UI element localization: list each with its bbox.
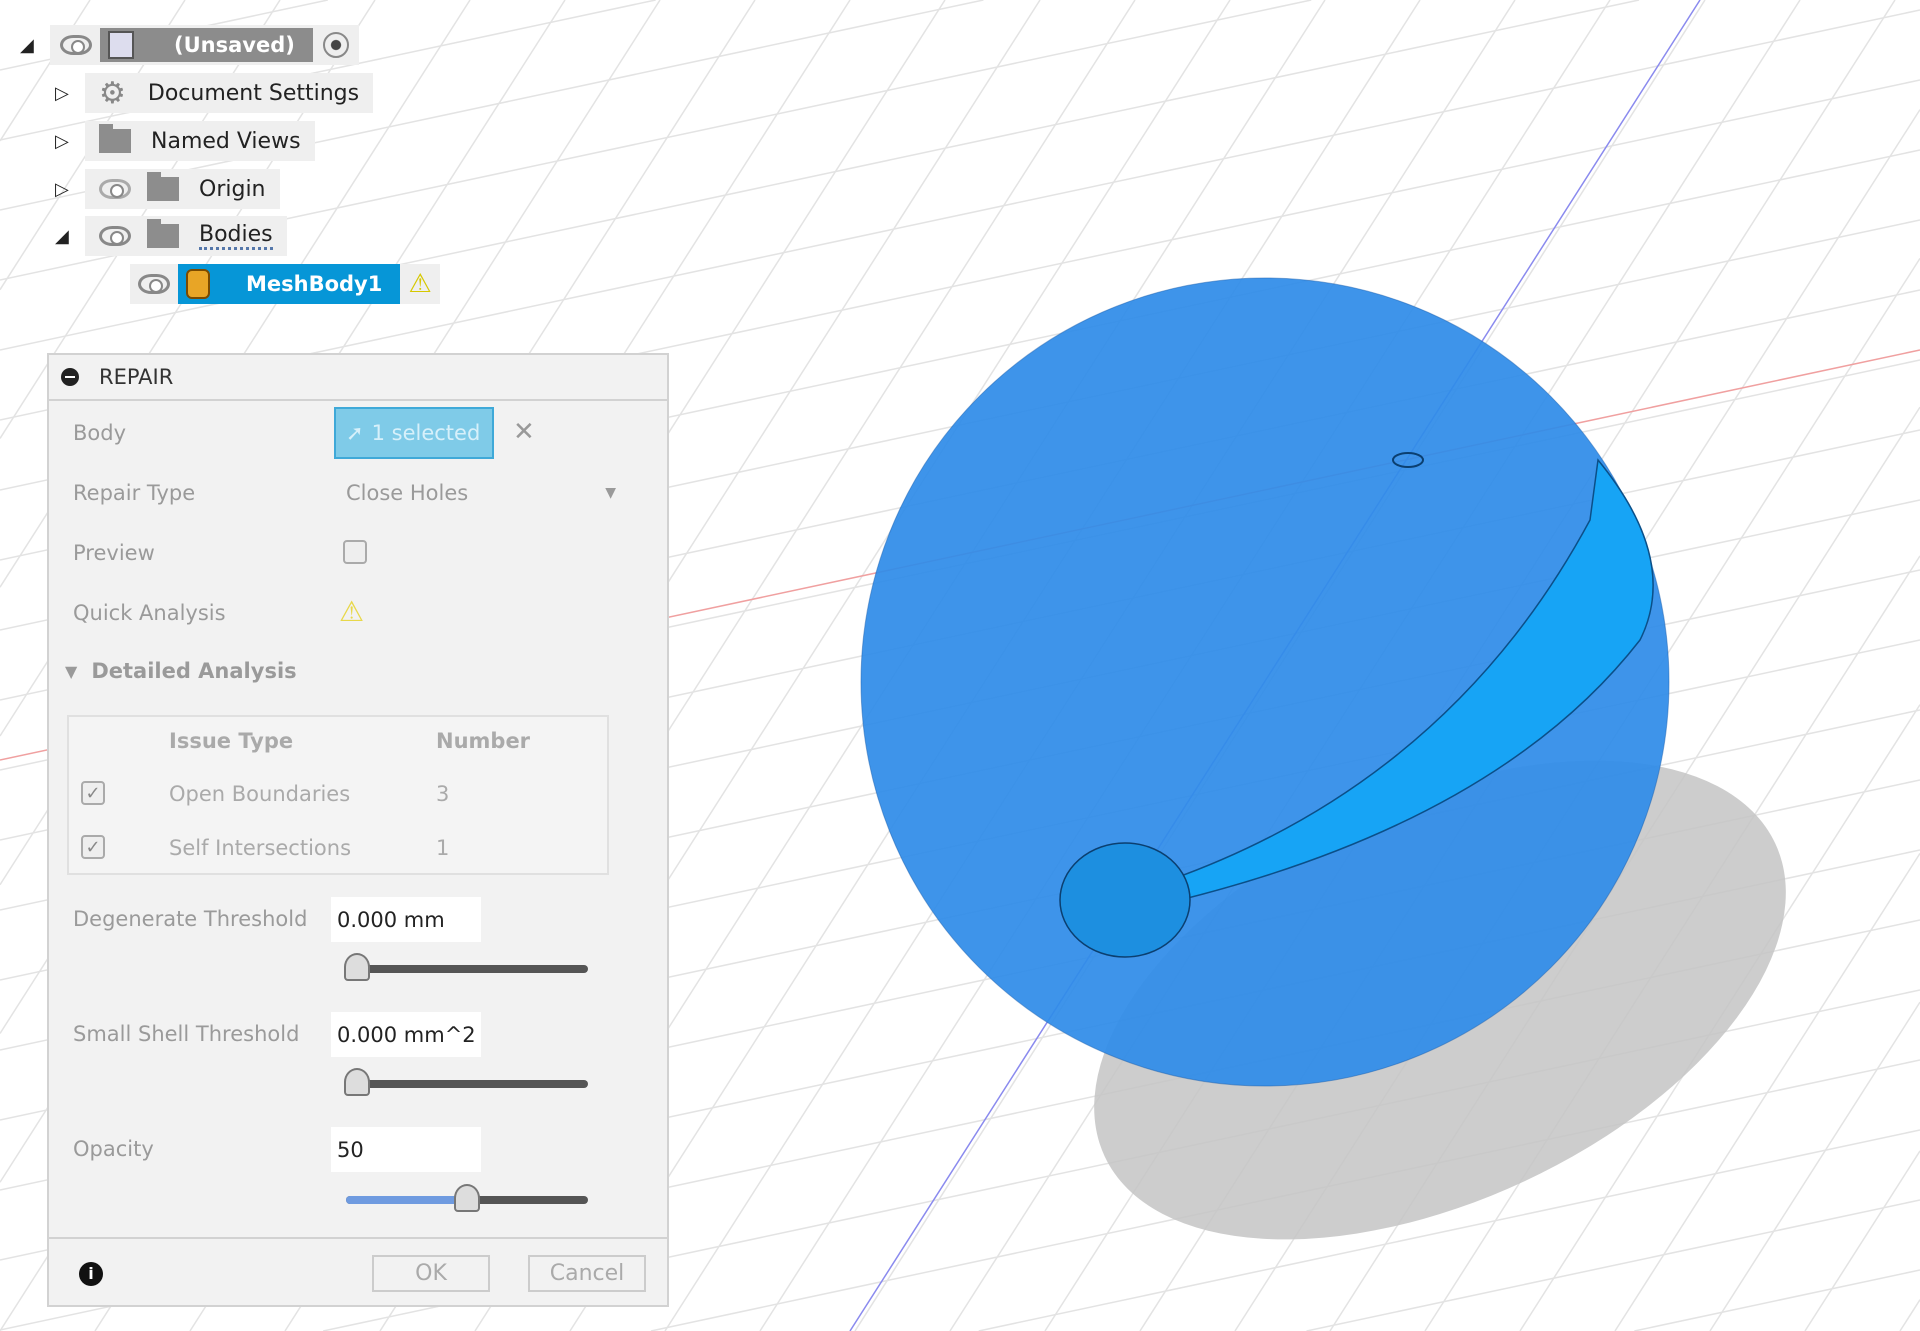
opacity-input[interactable]: 50 [331,1127,481,1172]
browser-item-origin[interactable]: ▷ Origin [55,169,280,209]
cursor-icon: ➚ [346,421,364,445]
visibility-eye-icon[interactable] [138,274,170,294]
degenerate-threshold-input[interactable]: 0.000 mm [331,897,481,942]
expanded-triangle-icon: ▼ [65,661,78,681]
issue-type: Self Intersections [169,836,352,860]
expand-triangle-icon[interactable]: ▷ [55,130,69,152]
detailed-analysis-label: Detailed Analysis [91,659,297,683]
small-shell-threshold-input[interactable]: 0.000 mm^2 [331,1012,481,1057]
slider-thumb[interactable] [454,1184,480,1212]
mesh-small-hole [1392,452,1424,468]
dialog-title: REPAIR [99,365,174,389]
repair-dialog: REPAIR Body ➚ 1 selected ✕ Repair Type Cl… [47,353,669,1307]
body-label: Body [73,421,127,445]
meshbody-label: MeshBody1 [246,272,383,296]
grid-line [1804,1150,1920,1331]
browser-root-row[interactable]: ◢ (Unsaved) [20,25,359,65]
mesh-sphere-outline [860,277,1670,1087]
item-label: Bodies [199,222,273,250]
column-header-number: Number [436,729,531,753]
dialog-header[interactable]: REPAIR [49,355,667,401]
grid-line [1306,1199,1920,1331]
collapse-triangle-icon[interactable]: ◢ [20,34,34,56]
issue-type: Open Boundaries [169,782,351,806]
grid-line [0,9,1920,421]
root-label: (Unsaved) [174,33,295,57]
item-label: Document Settings [147,80,360,106]
slider-thumb[interactable] [344,1068,370,1096]
mesh-open-boundary-band [1168,458,1654,901]
grid-line [1899,1299,1920,1331]
browser-item-named-views[interactable]: ▷ Named Views [55,121,315,161]
visibility-eye-icon[interactable] [99,226,131,246]
info-icon[interactable]: i [79,1262,103,1286]
collapse-triangle-icon[interactable]: ◢ [55,225,69,247]
warning-icon[interactable]: ⚠ [408,269,432,299]
cancel-button[interactable]: Cancel [528,1255,646,1292]
small-shell-threshold-label: Small Shell Threshold [73,1022,300,1046]
issue-number: 1 [436,836,450,860]
quick-analysis-label: Quick Analysis [73,601,226,625]
grid-line [1634,1269,1920,1331]
issues-table: Issue Type Number ✓ Open Boundaries 3 ✓ … [67,715,609,875]
slider-fill [346,1196,467,1204]
opacity-label: Opacity [73,1137,154,1161]
grid-line [978,1129,1920,1331]
issue-checkbox[interactable]: ✓ [81,781,105,805]
opacity-slider[interactable] [346,1184,588,1212]
preview-label: Preview [73,541,155,565]
issue-number: 3 [436,782,450,806]
repair-type-label: Repair Type [73,481,196,505]
item-label: Named Views [151,128,301,154]
folder-icon [99,124,131,153]
slider-thumb[interactable] [344,953,370,981]
browser-item-bodies[interactable]: ◢ Bodies [55,216,287,256]
item-label: Origin [199,176,266,202]
browser-item-document-settings[interactable]: ▷ ⚙ Document Settings [55,73,374,113]
ok-button[interactable]: OK [372,1255,490,1292]
grid-line [0,0,91,142]
grid-line [1709,1001,1920,1331]
column-header-issue-type: Issue Type [169,729,294,753]
visibility-eye-icon[interactable] [60,35,92,55]
expand-triangle-icon[interactable]: ▷ [55,178,69,200]
gear-icon: ⚙ [99,75,126,111]
footer-divider [49,1237,667,1239]
repair-type-value: Close Holes [346,481,469,505]
expand-triangle-icon[interactable]: ▷ [55,82,69,104]
collapse-dialog-icon[interactable] [61,368,79,386]
degenerate-threshold-label: Degenerate Threshold [73,907,308,931]
clear-selection-icon[interactable]: ✕ [513,417,535,447]
repair-type-dropdown[interactable]: Close Holes ▼ [346,475,616,511]
body-selection-button[interactable]: ➚ 1 selected [334,407,494,459]
degenerate-threshold-slider[interactable] [344,953,588,981]
mesh-hole-fan [1059,842,1191,958]
detailed-analysis-toggle[interactable]: ▼ Detailed Analysis [65,659,297,683]
small-shell-threshold-slider[interactable] [344,1068,588,1096]
warning-icon[interactable]: ⚠ [339,595,365,628]
preview-checkbox[interactable] [343,540,367,564]
component-icon [108,31,134,59]
issue-checkbox[interactable]: ✓ [81,835,105,859]
browser-item-meshbody[interactable]: MeshBody1 ⚠ [130,264,440,304]
folder-icon [147,219,179,248]
activate-radio-icon[interactable] [322,32,349,58]
mesh-body-icon [186,269,210,299]
selection-count: 1 selected [371,421,481,445]
folder-icon [147,172,179,201]
hidden-eye-icon[interactable] [99,179,131,199]
grid-line [0,0,656,141]
chevron-down-icon: ▼ [605,485,616,501]
